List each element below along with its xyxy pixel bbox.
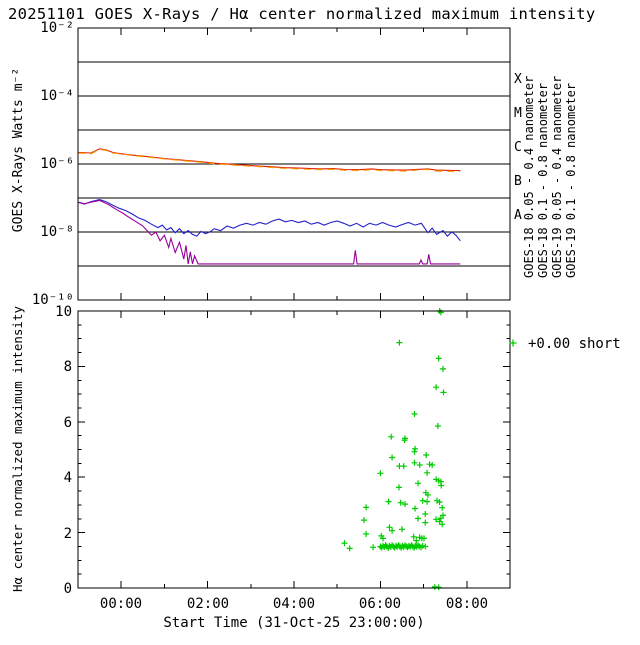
xtick-0600: 06:00 [359, 596, 401, 612]
series-goes-19-0-1-0-8-nanometer [77, 148, 461, 173]
scatter-legend-text: +0.00 short [528, 336, 621, 352]
ytick-2: 2 [64, 526, 72, 542]
top-panel: 10⁻² 10⁻⁴ 10⁻⁶ 10⁻⁸ 10⁻¹⁰ GOES X-Rays Wa… [11, 20, 578, 308]
top-panel-ticks [78, 28, 510, 300]
ytick-1e-4: 10⁻⁴ [40, 88, 74, 104]
legend-goes19-long: GOES-19 0.1 - 0.8 nanometer [564, 83, 578, 278]
flare-class-a: A [514, 208, 522, 223]
series-goes-18-0-05-0-4-nanometer [77, 199, 461, 242]
xtick-0200: 02:00 [187, 596, 229, 612]
ytick-0: 0 [64, 581, 72, 597]
flare-class-m: M [514, 106, 522, 121]
xtick-0800: 08:00 [446, 596, 488, 612]
series-goes-19-0-05-0-4-nanometer [77, 199, 461, 265]
x-tick-labels: 00:00 02:00 04:00 06:00 08:00 [100, 596, 488, 612]
xray-series-lines [77, 148, 461, 265]
ytick-1e-2: 10⁻² [40, 20, 74, 36]
ytick-1e-8: 10⁻⁸ [40, 224, 74, 240]
ytick-8: 8 [64, 359, 72, 375]
flare-class-c: C [514, 140, 522, 155]
xtick-0400: 04:00 [273, 596, 315, 612]
plus-marker-icon [509, 339, 517, 347]
legend-goes19-short: GOES-19 0.05 - 0.4 nanometer [550, 76, 564, 278]
legend-goes18-short: GOES-18 0.05 - 0.4 nanometer [522, 76, 536, 278]
top-y-axis-label: GOES X-Rays Watts m⁻² [11, 68, 26, 232]
ytick-4: 4 [64, 470, 72, 486]
x-axis-label: Start Time (31-Oct-25 23:00:00) [163, 615, 424, 631]
ytick-1e-6: 10⁻⁶ [40, 156, 74, 172]
xray-legend: GOES-18 0.05 - 0.4 nanometer GOES-18 0.1… [522, 76, 578, 278]
series-goes-18-0-1-0-8-nanometer [77, 148, 461, 172]
chart-title: 20251101 GOES X-Rays / Hα center normali… [8, 5, 596, 23]
ytick-6: 6 [64, 415, 72, 431]
flare-class-x: X [514, 72, 522, 87]
decade-gridlines [78, 61, 510, 267]
legend-goes18-long: GOES-18 0.1 - 0.8 nanometer [536, 83, 550, 278]
scatter-legend: +0.00 short [509, 336, 621, 352]
ytick-10: 10 [55, 304, 72, 320]
halpha-scatter [341, 308, 447, 591]
bottom-y-axis-label: Hα center normalized maximum intensity [10, 306, 25, 592]
bottom-panel-ticks [78, 311, 510, 588]
ytick-1e-10: 10⁻¹⁰ [32, 292, 74, 308]
bottom-panel-frame [77, 310, 511, 589]
bottom-panel: 0 2 4 6 8 10 Hα center normalized maximu… [10, 304, 621, 631]
flare-class-b: B [514, 174, 522, 189]
xtick-0000: 00:00 [100, 596, 142, 612]
scatter-plus-markers [341, 308, 447, 591]
